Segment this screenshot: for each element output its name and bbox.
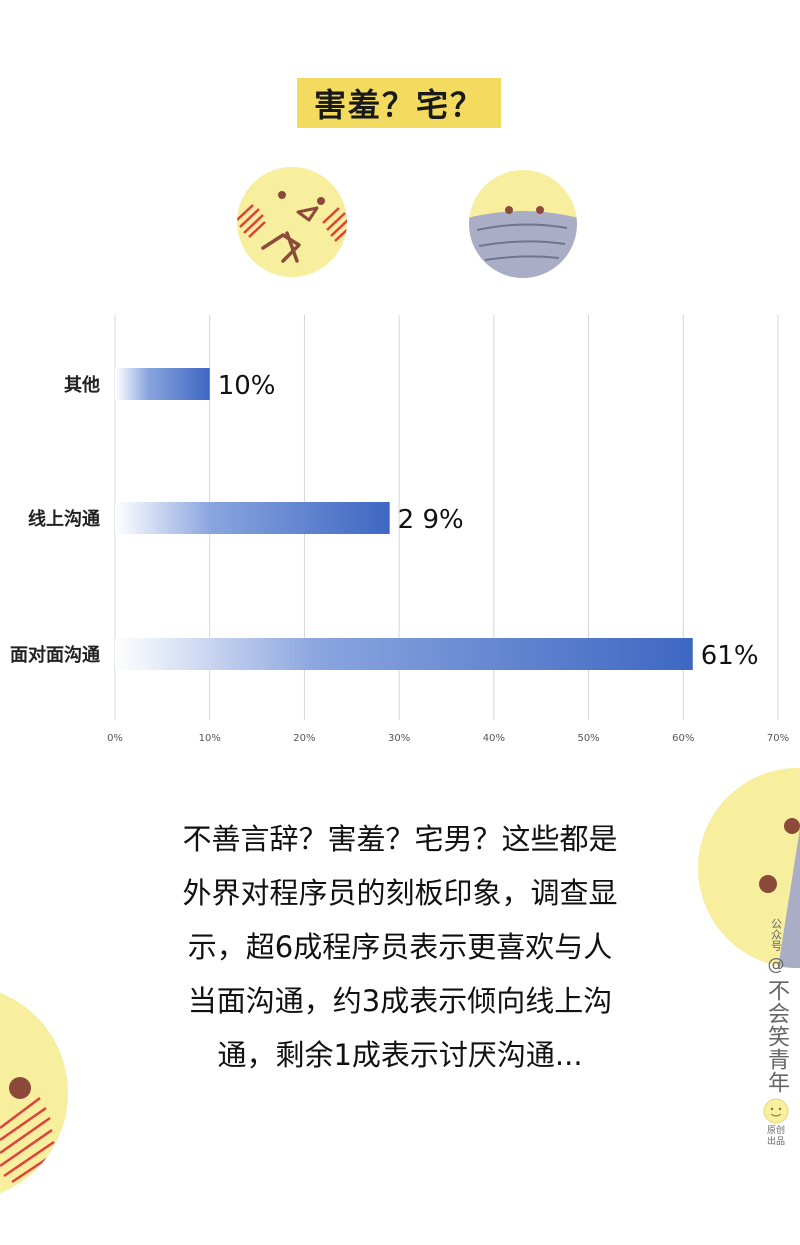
bar bbox=[115, 638, 693, 670]
value-label: 2 9% bbox=[398, 505, 464, 535]
caption-line-5: 通，剩余1成表示讨厌沟通... bbox=[217, 1038, 583, 1072]
x-tick-label: 40% bbox=[483, 733, 505, 744]
title-banner: 害羞？宅？ bbox=[297, 78, 501, 128]
at-icon: @ bbox=[767, 955, 785, 975]
x-tick-label: 60% bbox=[672, 733, 694, 744]
x-tick-label: 50% bbox=[577, 733, 599, 744]
value-label: 61% bbox=[701, 641, 759, 671]
bar-chart: 其他 10% 线上沟通 2 9% 面对面沟通 61% 0% 10% 20% 30% 40% 50% 6… bbox=[10, 315, 789, 744]
watermark-prefix: 公众号 bbox=[769, 918, 783, 951]
category-label: 线上沟通 bbox=[28, 508, 100, 530]
x-tick-label: 30% bbox=[388, 733, 410, 744]
left-face-decoration bbox=[0, 992, 68, 1194]
caption-line-1: 不善言辞？害羞？宅男？这些都是 bbox=[182, 822, 618, 856]
x-tick-label: 0% bbox=[107, 733, 123, 744]
caption-line-2: 外界对程序员的刻板印象，调查显 bbox=[182, 876, 618, 910]
category-label: 面对面沟通 bbox=[10, 644, 100, 666]
bar bbox=[115, 502, 390, 534]
watermark-suffix: 原创出品 bbox=[766, 1126, 785, 1147]
caption-text: 不善言辞？害羞？宅男？这些都是 外界对程序员的刻板印象，调查显 示，超6成程序员… bbox=[130, 812, 670, 1082]
page-title: 害羞？宅？ bbox=[313, 86, 484, 124]
watermark-name: 不会笑青年 bbox=[764, 979, 789, 1094]
category-label: 其他 bbox=[64, 374, 100, 396]
caption-line-4: 当面沟通，约3成表示倾向线上沟 bbox=[187, 984, 613, 1018]
shy-face-icon bbox=[237, 167, 347, 277]
masked-face-icon bbox=[469, 170, 577, 278]
x-tick-label: 10% bbox=[199, 733, 221, 744]
bar bbox=[115, 368, 210, 400]
x-tick-label: 70% bbox=[767, 733, 789, 744]
x-tick-label: 20% bbox=[293, 733, 315, 744]
right-face-decoration bbox=[698, 768, 800, 968]
caption-line-3: 示，超6成程序员表示更喜欢与人 bbox=[187, 930, 613, 964]
value-label: 10% bbox=[218, 371, 276, 401]
smiley-icon bbox=[763, 1098, 789, 1124]
watermark: 公众号 @ 不会笑青年 原创出品 bbox=[752, 918, 800, 1148]
